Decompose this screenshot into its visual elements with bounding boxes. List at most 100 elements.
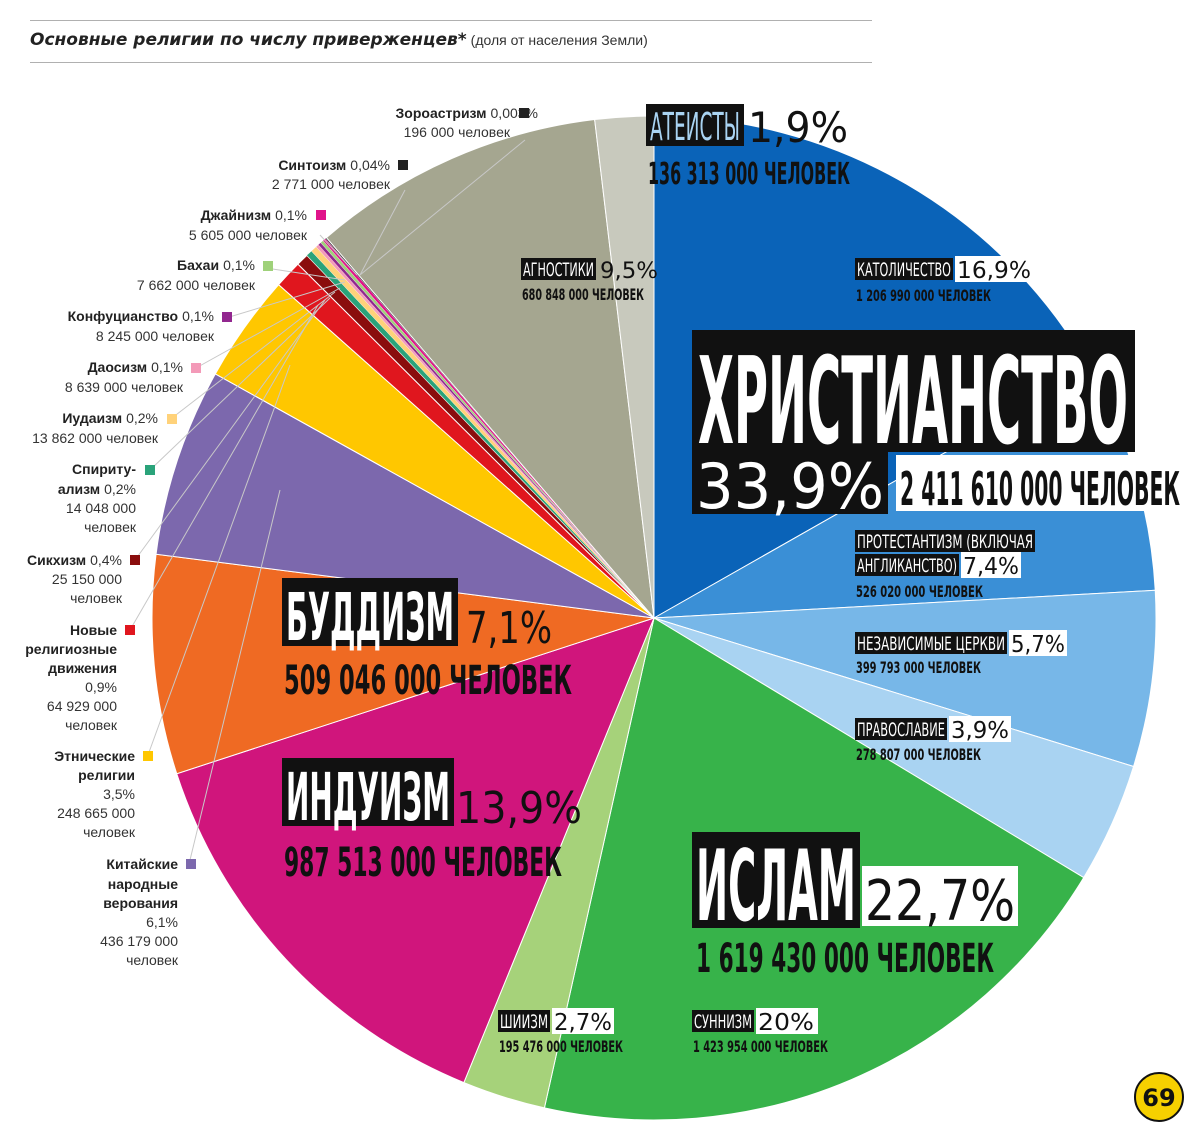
leader-jain (319, 234, 358, 276)
leader-conf (225, 281, 346, 319)
label-agnostics: АГНОСТИКИ 9,5% 680 848 000 ЧЕЛОВЕК (521, 258, 658, 304)
eth-name-line1: Этнические (54, 748, 135, 764)
pie-slice-6 (176, 617, 655, 1084)
chart-subtitle: (доля от населения Земли) (470, 32, 648, 48)
pie-slice-7 (151, 553, 655, 775)
hind-count: 987 513 000 ЧЕЛОВЕК (284, 840, 562, 886)
logo-text: 69 (1142, 1084, 1175, 1112)
agnostics-count: 680 848 000 ЧЕЛОВЕК (522, 285, 644, 304)
zoro-pct: 0,003% (491, 105, 538, 121)
conf-count: 8 245 000 человек (96, 328, 215, 344)
tao-count: 8 639 000 человек (65, 379, 184, 395)
title-rule-top (30, 20, 872, 21)
label-hinduism: ИНДУИЗМ 13,9% 987 513 000 ЧЕЛОВЕК (282, 758, 582, 886)
zoro-line1: Зороастризм 0,003% (396, 105, 538, 121)
jud-swatch (167, 414, 177, 424)
leader-spir (149, 297, 331, 471)
label-shia: ШИИЗМ 2,7% 195 476 000 ЧЕЛОВЕК (498, 1008, 623, 1056)
chin-name-line3: верования (103, 895, 178, 911)
shinto-line1: Синтоизм 0,04% (278, 157, 390, 173)
logo-circle (1134, 1072, 1184, 1122)
leader-jud (171, 291, 336, 419)
label-bahai: Бахаи 0,1% 7 662 000 человек (137, 257, 256, 293)
atheists-name-box (646, 104, 744, 146)
atheists-pct: 1,9% (748, 103, 848, 152)
shia-name: ШИИЗМ (500, 1011, 548, 1033)
agnostics-pct: 9,5% (600, 259, 658, 284)
shia-count: 195 476 000 ЧЕЛОВЕК (499, 1037, 623, 1056)
prot-name-box1 (855, 530, 1035, 552)
jain-count: 5 605 000 человек (189, 227, 308, 243)
jain-line1: Джайнизм 0,1% (201, 207, 307, 223)
label-islam: ИСЛАМ 22,7% 1 619 430 000 ЧЕЛОВЕК (692, 830, 1018, 982)
christ-pct: 33,9% (696, 450, 884, 523)
hind-pct: 13,9% (456, 783, 582, 834)
sikh-count-line1: 25 150 000 (52, 571, 122, 587)
islam-name: ИСЛАМ (696, 830, 856, 944)
tao-swatch (191, 363, 201, 373)
jain-pct: 0,1% (275, 207, 307, 223)
shinto-name: Синтоизм (278, 157, 346, 173)
nrm-count-line2: человек (65, 717, 118, 733)
islam-pct-box (862, 866, 1018, 926)
label-taoism: Даосизм 0,1% 8 639 000 человек (65, 359, 184, 395)
sunni-pct: 20% (758, 1010, 814, 1036)
label-atheists: АТЕИСТЫ 1,9% 136 313 000 ЧЕЛОВЕК (646, 103, 850, 192)
jud-count: 13 862 000 человек (32, 430, 159, 446)
leader-shinto (359, 189, 406, 276)
indep-count: 399 793 000 ЧЕЛОВЕК (856, 658, 981, 677)
conf-swatch (222, 312, 232, 322)
jain-swatch (316, 210, 326, 220)
tao-line1: Даосизм 0,1% (88, 359, 183, 375)
nrm-name-line2: религиозные (25, 641, 117, 657)
sikh-name: Сикхизм (27, 552, 86, 568)
prot-count: 526 020 000 ЧЕЛОВЕК (856, 582, 983, 601)
orth-name: ПРАВОСЛАВИЕ (857, 719, 945, 741)
orth-name-box (855, 718, 947, 740)
bahai-swatch (263, 261, 273, 271)
bahai-line1: Бахаи 0,1% (177, 257, 255, 273)
islam-name-box (692, 832, 860, 928)
indep-pct: 5,7% (1011, 632, 1065, 658)
christ-name-box (692, 330, 1135, 452)
label-christianity: ХРИСТИАНСТВО 33,9% 2 411 610 000 ЧЕЛОВЕК (692, 330, 1182, 523)
leader-sikh (134, 299, 326, 561)
eth-pct: 3,5% (103, 786, 135, 802)
budd-name: БУДДИЗМ (286, 579, 454, 656)
nrm-name-line3: движения (48, 660, 117, 676)
label-shinto: Синтоизм 0,04% 2 771 000 человек (272, 157, 391, 192)
leader-nrm (129, 304, 319, 631)
label-independent: НЕЗАВИСИМЫЕ ЦЕРКВИ 5,7% 399 793 000 ЧЕЛО… (855, 630, 1067, 677)
christ-count: 2 411 610 000 ЧЕЛОВЕК (900, 462, 1180, 516)
tao-pct: 0,1% (151, 359, 183, 375)
indep-pct-box (1009, 630, 1067, 656)
hind-name: ИНДУИЗМ (286, 759, 450, 836)
sikh-line1: Сикхизм 0,4% (27, 552, 122, 568)
sunni-name-box (692, 1010, 754, 1032)
budd-name-box (282, 578, 458, 646)
chart-title: Основные религии по числу приверженцев* (30, 30, 467, 50)
sunni-count: 1 423 954 000 ЧЕЛОВЕК (693, 1037, 828, 1056)
conf-name: Конфуцианство (68, 308, 178, 324)
conf-pct: 0,1% (182, 308, 214, 324)
catholic-count: 1 206 990 000 ЧЕЛОВЕК (856, 286, 991, 305)
orth-pct-box (949, 716, 1011, 742)
leader-eth (147, 364, 291, 756)
brand-logo: 69 (1134, 1072, 1184, 1122)
label-orthodox: ПРАВОСЛАВИЕ 3,9% 278 807 000 ЧЕЛОВЕК (855, 716, 1011, 764)
budd-pct: 7,1% (466, 603, 552, 654)
shia-name-box (498, 1010, 550, 1032)
christ-pct-box (692, 452, 888, 514)
catholic-name: КАТОЛИЧЕСТВО (857, 259, 951, 281)
eth-name-line2: религии (78, 767, 135, 783)
title-block: Основные религии по числу приверженцев*(… (30, 20, 872, 63)
label-jainism: Джайнизм 0,1% 5 605 000 человек (189, 207, 308, 243)
prot-name-box2 (855, 554, 959, 576)
zoro-name: Зороастризм (396, 105, 487, 121)
nrm-pct: 0,9% (85, 679, 117, 695)
sikh-swatch (130, 555, 140, 565)
prot-name-line2: АНГЛИКАНСТВО) (857, 555, 957, 577)
spir-count-line2: человек (84, 519, 137, 535)
atheists-count: 136 313 000 ЧЕЛОВЕК (648, 157, 850, 192)
sunni-pct-box (756, 1008, 818, 1034)
